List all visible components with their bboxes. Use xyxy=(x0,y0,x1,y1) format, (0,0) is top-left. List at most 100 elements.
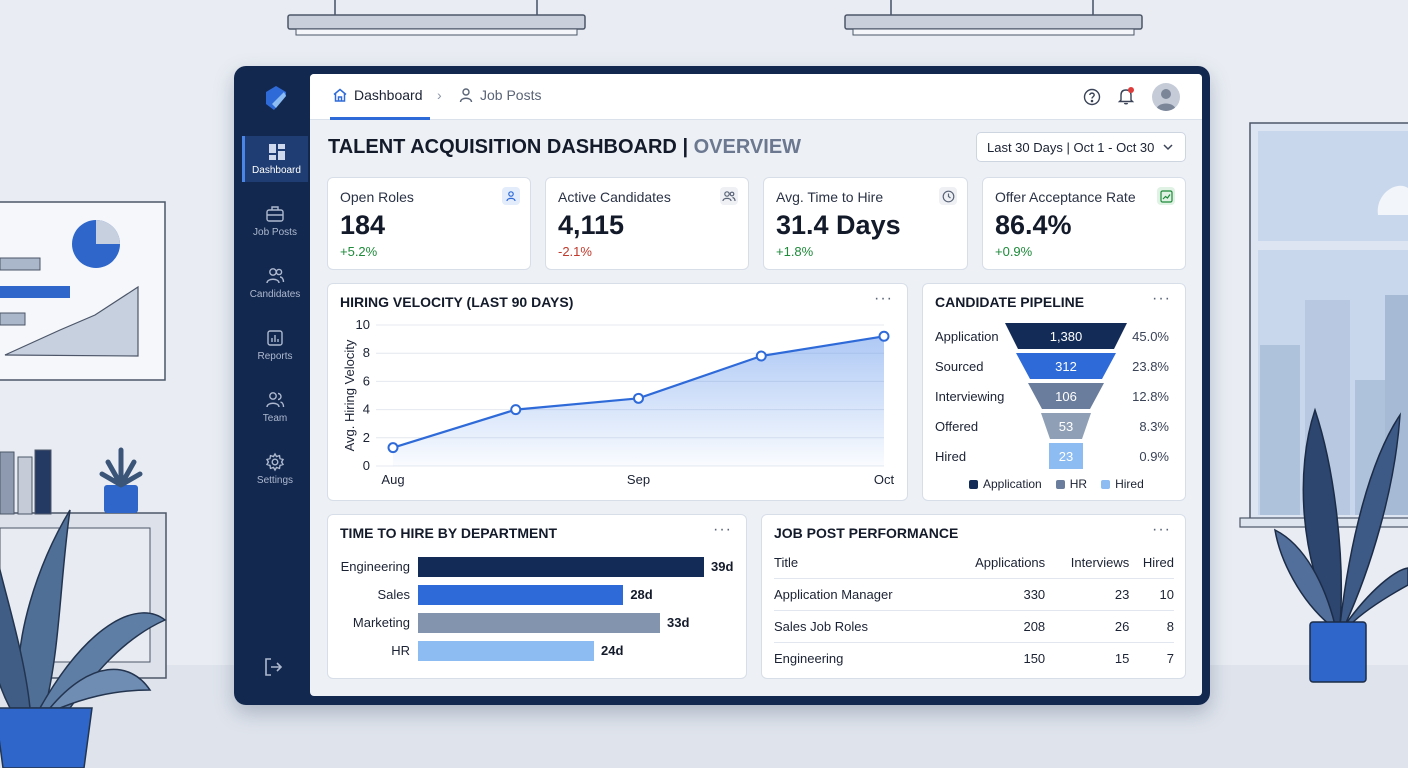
sidebar-item-reports[interactable]: Reports xyxy=(242,322,308,368)
x-tick-label: Oct xyxy=(874,472,895,487)
department-bar[interactable] xyxy=(418,557,704,577)
funnel-stage-label: Hired xyxy=(935,449,966,464)
hiring-velocity-card: HIRING VELOCITY (LAST 90 DAYS) ··· 0 2 4 6 8… xyxy=(327,283,908,501)
funnel-percentage: 23.8% xyxy=(1132,359,1169,374)
home-icon xyxy=(333,88,347,102)
sidebar-item-settings[interactable]: Settings xyxy=(242,446,308,492)
wall-chart-board xyxy=(0,201,166,381)
kpi-label: Avg. Time to Hire xyxy=(776,189,884,205)
breadcrumb-job-posts[interactable]: Job Posts xyxy=(458,87,541,103)
chart-title: TIME TO HIRE BY DEPARTMENT xyxy=(340,525,558,541)
sidebar-item-dashboard[interactable]: Dashboard xyxy=(242,136,308,182)
funnel-stage[interactable] xyxy=(1049,443,1083,469)
sidebar-item-label: Team xyxy=(262,413,288,424)
table-cell: 7 xyxy=(1166,651,1174,666)
velocity-point[interactable] xyxy=(878,330,890,342)
page-title: TALENT ACQUISITION DASHBOARD | OVERVIEW xyxy=(328,136,801,159)
department-value-label: 39d xyxy=(711,559,734,574)
column-header[interactable]: Applications xyxy=(944,551,1046,579)
funnel-percentage: 0.9% xyxy=(1139,449,1169,464)
department-bar[interactable] xyxy=(418,613,660,633)
more-options-icon[interactable]: ··· xyxy=(1152,290,1171,307)
funnel-stage[interactable] xyxy=(1005,323,1127,349)
job-post-table: Title Applications Interviews Hired Appl… xyxy=(774,551,1174,674)
app-screen: Dashboard › Job Posts TALENT ACQUISITION… xyxy=(310,74,1202,696)
funnel-stage-label: Application xyxy=(935,329,999,344)
sidebar: Dashboard Job Posts Candidates Reports T… xyxy=(234,66,308,705)
table-row[interactable]: Application Manager 330 23 10 xyxy=(774,578,1174,611)
help-icon[interactable] xyxy=(1083,88,1101,106)
table-cell: 8 xyxy=(1129,610,1174,643)
sidebar-item-team[interactable]: Team xyxy=(242,384,308,430)
kpi-delta: +5.2% xyxy=(340,244,378,259)
more-options-icon[interactable]: ··· xyxy=(1152,521,1171,538)
x-tick-label: Aug xyxy=(381,472,404,487)
users-icon xyxy=(720,187,738,205)
department-bar[interactable] xyxy=(418,641,594,661)
velocity-point[interactable] xyxy=(633,392,644,404)
legend-label: HR xyxy=(1069,477,1088,491)
more-options-icon[interactable]: ··· xyxy=(874,290,893,307)
clock-icon xyxy=(939,187,957,205)
table-row[interactable]: Sales Job Roles 208 26 8 xyxy=(774,610,1174,643)
sidebar-item-label: Reports xyxy=(257,351,293,362)
dashboard-icon xyxy=(268,144,285,160)
table-cell: 26 xyxy=(1045,610,1130,643)
page-title-text: TALENT ACQUISITION DASHBOARD xyxy=(328,136,677,158)
y-tick-label: 8 xyxy=(363,345,370,360)
table-title: JOB POST PERFORMANCE xyxy=(774,525,959,541)
kpi-card-open-roles: Open Roles 184 +5.2% xyxy=(327,177,531,270)
table-cell: Sales Job Roles xyxy=(774,610,945,643)
table-cell: 10 xyxy=(1129,578,1174,611)
column-header[interactable]: Hired xyxy=(1129,551,1174,579)
kpi-value: 86.4% xyxy=(995,210,1072,240)
funnel-stage[interactable] xyxy=(1028,383,1104,409)
chevron-right-icon: › xyxy=(437,87,442,103)
funnel-value-label: 106 xyxy=(1055,389,1077,404)
sidebar-item-label: Job Posts xyxy=(253,227,297,238)
table-cell: 208 xyxy=(944,610,1046,643)
table-cell: 330 xyxy=(944,578,1046,611)
left-plant xyxy=(0,509,167,768)
ceiling-light-right xyxy=(844,0,1143,36)
user-icon xyxy=(459,88,473,103)
notification-bell-icon[interactable] xyxy=(1116,86,1136,106)
kpi-value: 31.4 Days xyxy=(776,210,901,240)
funnel-stage-label: Sourced xyxy=(935,359,983,374)
department-bar[interactable] xyxy=(418,585,624,605)
velocity-point[interactable] xyxy=(755,350,767,362)
breadcrumb-dashboard[interactable]: Dashboard xyxy=(332,87,423,103)
funnel-value-label: 23 xyxy=(1059,449,1073,464)
logout-icon[interactable] xyxy=(262,656,284,678)
kpi-card-offer-acceptance-rate: Offer Acceptance Rate 86.4% +0.9% xyxy=(982,177,1186,270)
velocity-point[interactable] xyxy=(387,442,399,454)
date-range-select[interactable]: Last 30 Days | Oct 1 - Oct 30 xyxy=(976,132,1186,162)
top-bar: Dashboard › Job Posts xyxy=(310,74,1202,120)
sidebar-item-job-posts[interactable]: Job Posts xyxy=(242,198,308,244)
user-avatar-icon xyxy=(1156,89,1176,111)
monitor-frame: Dashboard Job Posts Candidates Reports T… xyxy=(234,66,1210,705)
column-header[interactable]: Title xyxy=(774,551,945,579)
more-options-icon[interactable]: ··· xyxy=(713,521,732,538)
avatar[interactable] xyxy=(1152,83,1180,111)
table-row[interactable]: Engineering 150 15 7 xyxy=(774,643,1174,675)
time-to-hire-department-card: TIME TO HIRE BY DEPARTMENT ··· Engineeri… xyxy=(327,514,747,679)
sidebar-item-candidates[interactable]: Candidates xyxy=(242,260,308,306)
kpi-delta: +1.8% xyxy=(776,244,814,259)
kpi-label: Open Roles xyxy=(340,189,414,205)
report-icon xyxy=(267,330,283,346)
title-separator: | xyxy=(676,136,694,158)
funnel-value-label: 53 xyxy=(1059,419,1073,434)
right-plant xyxy=(1274,407,1408,683)
velocity-point[interactable] xyxy=(510,404,522,416)
kpi-delta: +0.9% xyxy=(995,244,1033,259)
legend-label: Application xyxy=(983,477,1042,491)
briefcase-icon xyxy=(266,206,284,222)
y-tick-label: 10 xyxy=(356,317,370,332)
funnel-stage[interactable] xyxy=(1041,413,1091,439)
funnel-stage[interactable] xyxy=(1016,353,1116,379)
x-tick-label: Sep xyxy=(627,472,650,487)
legend-item: Application xyxy=(969,477,1042,491)
candidate-pipeline-card: CANDIDATE PIPELINE ··· 1,380 Application 4… xyxy=(922,283,1186,501)
column-header[interactable]: Interviews xyxy=(1045,551,1130,579)
